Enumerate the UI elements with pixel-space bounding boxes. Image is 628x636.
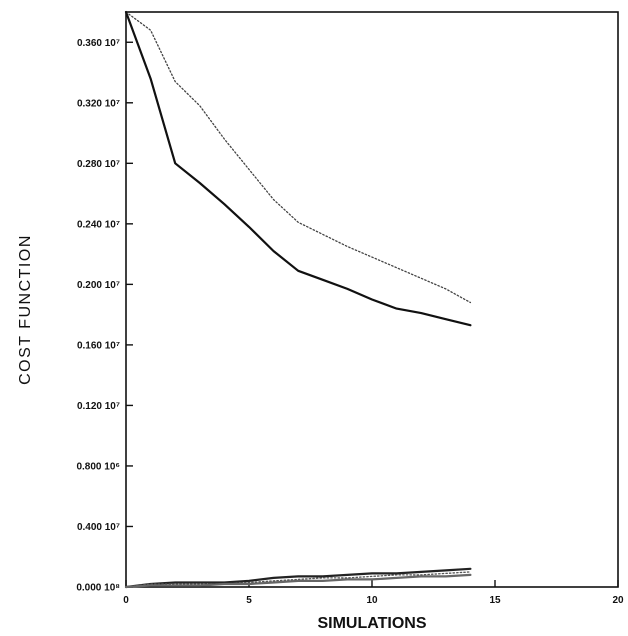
x-tick-label: 0	[123, 595, 129, 606]
y-tick-label: 0.200 10⁷	[77, 280, 120, 291]
y-tick-label: 0.360 10⁷	[77, 38, 120, 49]
y-axis-title: COST FUNCTION	[17, 234, 34, 385]
series-line-2	[124, 10, 472, 327]
y-tick-label: 0.320 10⁷	[77, 98, 120, 109]
x-tick-label: 20	[612, 595, 624, 606]
y-tick-label: 0.000 10⁸	[76, 583, 120, 594]
y-tick-label: 0.240 10⁷	[77, 219, 120, 230]
x-tick-label: 10	[366, 595, 378, 606]
series-line-4	[125, 571, 472, 588]
y-tick-label: 0.120 10⁷	[77, 401, 120, 412]
tick-labels: 0.000 10⁸ 0.400 10⁷ 0.800 10⁶ 0.120 10⁷ 0.16…	[76, 38, 624, 606]
axis-ticks	[125, 41, 619, 588]
y-tick-label: 0.800 10⁶	[76, 461, 120, 472]
x-axis-title: SIMULATIONS	[317, 615, 426, 632]
x-tick-label: 5	[246, 595, 252, 606]
y-tick-label: 0.400 10⁷	[77, 522, 120, 533]
series-lines	[124, 10, 472, 589]
y-tick-label: 0.280 10⁷	[77, 159, 120, 170]
series-line-5	[124, 573, 472, 589]
series-line-3	[124, 567, 472, 589]
x-tick-label: 15	[489, 595, 501, 606]
series-line-1	[125, 11, 472, 304]
y-tick-label: 0.160 10⁷	[77, 340, 120, 351]
